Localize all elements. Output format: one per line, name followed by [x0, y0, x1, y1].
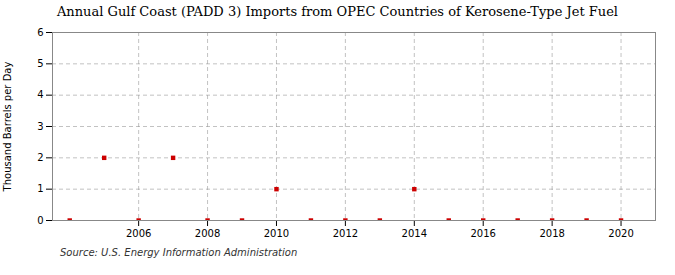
html-text:Source: U.S. Energy Informatio: Source: U.S. Energy Information Administ…: [60, 247, 298, 258]
svg-text:6: 6: [37, 27, 43, 38]
svg-text:2012: 2012: [333, 228, 358, 239]
svg-text:2010: 2010: [264, 228, 289, 239]
svg-text:4: 4: [37, 89, 43, 100]
html-text:Annual Gulf Coast (PADD 3) Imp: Annual Gulf Coast (PADD 3) Imports from …: [57, 4, 618, 19]
svg-text:2008: 2008: [195, 228, 220, 239]
svg-text:3: 3: [37, 121, 43, 132]
svg-text:5: 5: [37, 58, 43, 69]
svg-text:Thousand Barrels per Day: Thousand Barrels per Day: [2, 62, 13, 193]
svg-text:1: 1: [37, 183, 43, 194]
svg-text:2016: 2016: [470, 228, 495, 239]
svg-text:2018: 2018: [539, 228, 564, 239]
svg-text:2006: 2006: [126, 228, 151, 239]
svg-text:0: 0: [37, 215, 43, 226]
svg-text:2: 2: [37, 152, 43, 163]
svg-text:2020: 2020: [608, 228, 633, 239]
svg-text:2014: 2014: [402, 228, 427, 239]
